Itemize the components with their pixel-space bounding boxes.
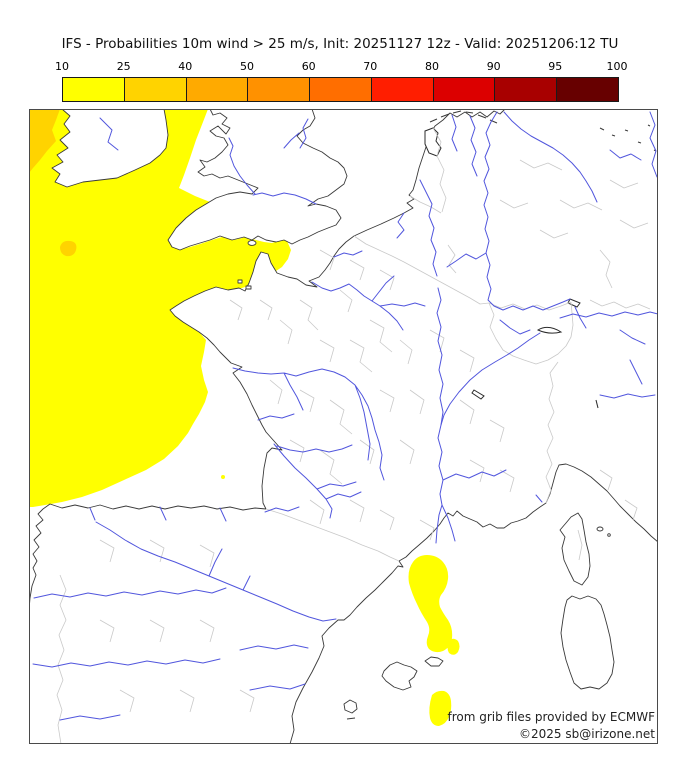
lake-constance [567, 298, 581, 308]
river-var [535, 494, 543, 503]
river-thames [252, 192, 317, 205]
colorbar-segment-70-80 [370, 78, 433, 101]
colorbar-tick: 90 [486, 60, 501, 73]
river-garonne [273, 443, 362, 519]
colorbar-segment-95-100 [556, 78, 619, 101]
admin-boundaries [56, 127, 651, 744]
border-belgium-netherlands [409, 195, 442, 214]
lakes [424, 127, 599, 409]
river-tajo [32, 658, 221, 668]
colorbar-segment-10-25 [63, 78, 124, 101]
colorbar-tick-labels: 10 25 40 50 60 70 80 90 95 100 [55, 60, 628, 74]
river-weser [469, 115, 478, 177]
colorbar-tick: 10 [55, 60, 69, 73]
isle-of-wight [247, 240, 257, 246]
river-rhine [483, 111, 571, 311]
river-aare [499, 306, 587, 335]
coastline-menorca [424, 656, 444, 667]
coastline-mallorca [381, 661, 418, 691]
river-seine [311, 275, 426, 331]
colorbar-segment-80-90 [432, 78, 495, 101]
river-ems [451, 114, 458, 152]
colorbar-tick: 80 [425, 60, 439, 73]
map-frame [29, 109, 658, 744]
colorbar-tick: 25 [116, 60, 131, 73]
islet [607, 533, 611, 537]
river-severn [228, 137, 256, 195]
colorbar-segment-90-95 [494, 78, 557, 101]
colorbar-tick: 95 [548, 60, 563, 73]
lake-maggiore [595, 399, 599, 409]
river-elbe [503, 111, 598, 203]
coastline-sardinia [560, 595, 615, 690]
probability-map [29, 109, 658, 744]
river-oder [609, 111, 658, 178]
colorbar-segment-50-60 [247, 78, 310, 101]
river-charente [257, 413, 295, 421]
rivers [32, 111, 658, 721]
colorbar-segment-60-70 [309, 78, 371, 101]
border-netherlands-germany [432, 127, 447, 213]
river-moselle [446, 252, 487, 268]
island-guernsey [237, 279, 243, 284]
coastline-ibiza [343, 699, 358, 714]
border-pyrenees [265, 508, 400, 562]
river-jucar [59, 644, 309, 721]
river-meuse [419, 179, 438, 277]
border-france-italy [545, 361, 559, 504]
river-scheldt [396, 212, 405, 239]
river-dordogne [276, 444, 353, 453]
colorbar-segment-40-50 [185, 78, 248, 101]
page-title: IFS - Probabilities 10m wind > 25 m/s, I… [61, 36, 619, 52]
river-durance [442, 469, 507, 481]
colorbar-tick: 40 [178, 60, 193, 73]
coastline-formentera [346, 717, 356, 720]
river-ireland [99, 117, 119, 151]
probability-colorbar [62, 77, 619, 102]
attribution-copyright: ©2025 sb@irizone.net [519, 727, 655, 741]
border-spain-portugal [56, 574, 67, 744]
lake-geneva [536, 326, 563, 334]
river-duero [33, 587, 227, 599]
border-france-belgium [353, 235, 490, 305]
river-adour [264, 506, 300, 513]
lake-neuchatel [471, 389, 485, 400]
probability-region-25-40 [29, 109, 77, 257]
border-luxembourg [447, 244, 457, 274]
colorbar-tick: 70 [363, 60, 378, 73]
river-saone [436, 287, 444, 426]
river-danube [559, 311, 658, 345]
attribution-source: from grib files provided by ECMWF [447, 710, 655, 724]
river-po [599, 359, 656, 399]
colorbar-segment-25-40 [123, 78, 186, 101]
river-trent [283, 118, 309, 149]
river-somme [333, 250, 363, 258]
island-elba [596, 526, 604, 532]
river-north-spain [89, 506, 227, 522]
wadden-islands [429, 110, 657, 152]
coastline-ireland [51, 109, 169, 188]
coastline-corsica [559, 512, 591, 586]
colorbar-tick: 50 [240, 60, 254, 73]
river-ebro [95, 521, 337, 622]
river-rhone [435, 332, 541, 544]
island-jersey [245, 285, 252, 290]
colorbar-tick: 60 [301, 60, 316, 73]
colorbar-tick: 100 [606, 60, 628, 73]
river-loire [232, 367, 385, 481]
